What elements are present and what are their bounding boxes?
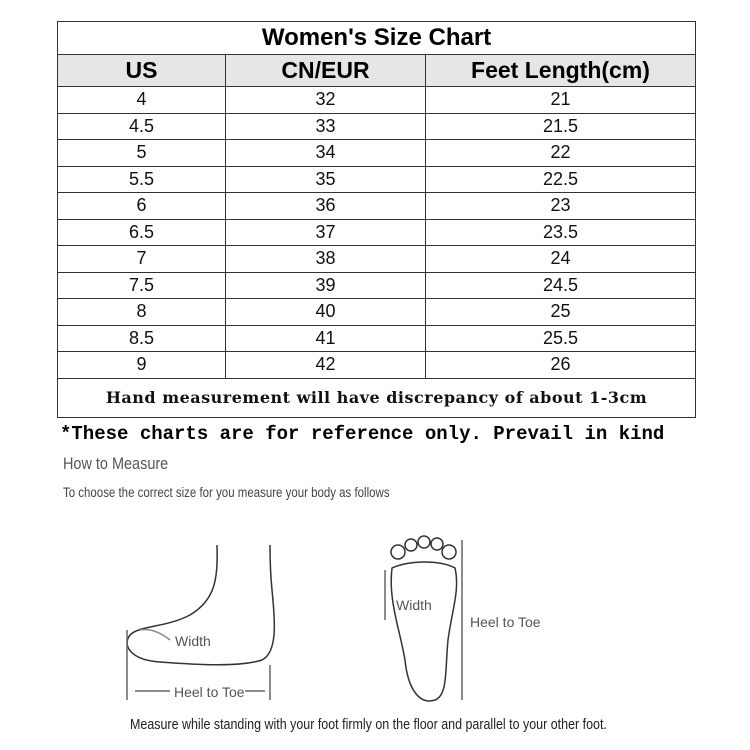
cell-feet-length: 22.5 — [425, 165, 696, 193]
cell-us: 4.5 — [57, 112, 226, 140]
cell-us: 7.5 — [57, 271, 226, 299]
measure-caption: Measure while standing with your foot fi… — [130, 717, 607, 733]
cell-feet-length: 22 — [425, 139, 696, 167]
cell-cn-eur: 38 — [225, 245, 426, 273]
cell-us: 6.5 — [57, 218, 226, 246]
cell-cn-eur: 34 — [225, 139, 426, 167]
table-row: 7 38 24 — [57, 245, 696, 273]
how-to-measure-title: How to Measure — [63, 454, 169, 473]
sole-foot-illustration — [384, 535, 463, 702]
table-row: 8 40 25 — [57, 298, 696, 326]
chart-title: Women's Size Chart — [57, 21, 696, 55]
cell-cn-eur: 33 — [225, 112, 426, 140]
cell-us: 6 — [57, 192, 226, 220]
cell-feet-length: 23.5 — [425, 218, 696, 246]
cell-cn-eur: 41 — [225, 324, 426, 352]
table-row: 5 34 22 — [57, 139, 696, 167]
cell-us: 8 — [57, 298, 226, 326]
side-length-label: Heel to Toe — [174, 684, 245, 700]
cell-feet-length: 21 — [425, 86, 696, 114]
cell-cn-eur: 35 — [225, 165, 426, 193]
header-feet-length: Feet Length(cm) — [425, 54, 696, 87]
cell-us: 5.5 — [57, 165, 226, 193]
table-row: 9 42 26 — [57, 351, 696, 379]
table-row: 5.5 35 22.5 — [57, 165, 696, 193]
reference-note: *These charts are for reference only. Pr… — [60, 423, 665, 445]
cell-feet-length: 25.5 — [425, 324, 696, 352]
cell-feet-length: 24.5 — [425, 271, 696, 299]
cell-feet-length: 23 — [425, 192, 696, 220]
sole-length-label: Heel to Toe — [470, 614, 541, 630]
how-to-measure-subtitle: To choose the correct size for you measu… — [63, 485, 390, 500]
sole-width-label: Width — [396, 597, 432, 613]
cell-feet-length: 24 — [425, 245, 696, 273]
table-row: 4.5 33 21.5 — [57, 112, 696, 140]
cell-feet-length: 21.5 — [425, 112, 696, 140]
cell-cn-eur: 42 — [225, 351, 426, 379]
header-cn-eur: CN/EUR — [225, 54, 426, 87]
measurement-note: Hand measurement will have discrepancy o… — [57, 377, 696, 418]
side-foot-illustration — [126, 544, 276, 700]
cell-us: 4 — [57, 86, 226, 114]
table-row: 7.5 39 24.5 — [57, 271, 696, 299]
cell-cn-eur: 36 — [225, 192, 426, 220]
size-chart-table: Women's Size Chart US CN/EUR Feet Length… — [57, 21, 696, 418]
table-row: 6 36 23 — [57, 192, 696, 220]
cell-us: 5 — [57, 139, 226, 167]
side-width-label: Width — [175, 633, 211, 649]
table-row: 6.5 37 23.5 — [57, 218, 696, 246]
